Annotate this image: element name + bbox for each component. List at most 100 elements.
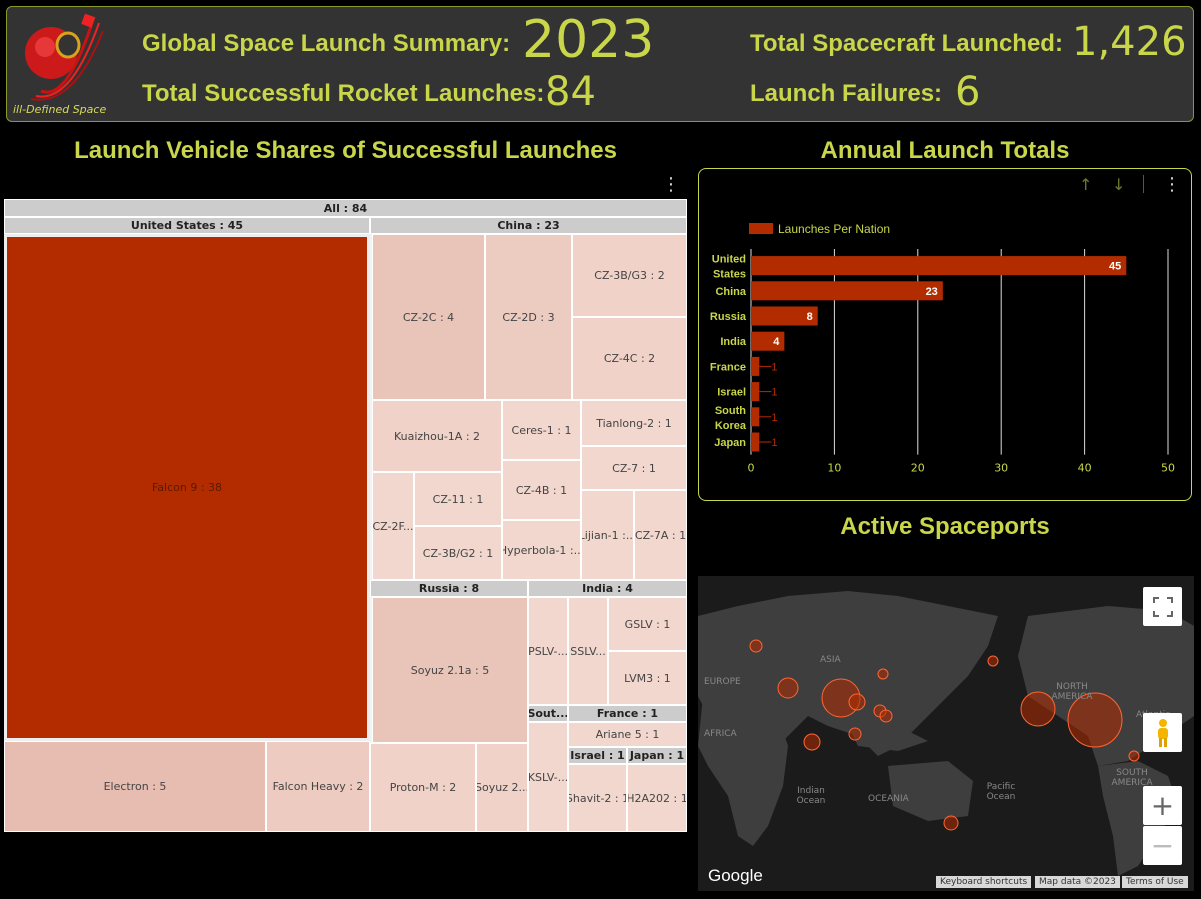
data-label: 1 bbox=[771, 412, 777, 424]
bar-israel bbox=[751, 382, 760, 402]
zoom-out-button[interactable]: − bbox=[1143, 826, 1182, 865]
label-europe: EUROPE bbox=[704, 677, 741, 687]
y-tick-label: South Korea bbox=[715, 405, 747, 432]
treemap-title: Launch Vehicle Shares of Successful Laun… bbox=[74, 137, 617, 164]
leaf-sslv[interactable]: SSLV... bbox=[568, 597, 608, 705]
leaf-pslv[interactable]: PSLV-... bbox=[528, 597, 568, 705]
terms-of-use-link[interactable]: Terms of Use bbox=[1122, 876, 1188, 888]
group-india[interactable]: India : 4 bbox=[528, 580, 687, 597]
summary-label: Global Space Launch Summary: bbox=[142, 30, 511, 57]
leaf-electron[interactable]: Electron : 5 bbox=[4, 741, 266, 832]
y-tick-label: Israel bbox=[717, 387, 746, 399]
spacecraft-label: Total Spacecraft Launched: bbox=[750, 30, 1063, 57]
x-tick-label: 30 bbox=[994, 462, 1008, 475]
failures-value: 6 bbox=[955, 69, 981, 115]
logo-text: ill-Defined Space bbox=[13, 103, 107, 116]
leaf-hyperbola-1[interactable]: Hyperbola-1 :... bbox=[502, 520, 581, 580]
leaf-falcon-heavy[interactable]: Falcon Heavy : 2 bbox=[266, 741, 370, 832]
treemap[interactable]: All : 84 United States : 45 Falcon 9 : 3… bbox=[4, 199, 687, 832]
leaf-proton-m[interactable]: Proton-M : 2 bbox=[370, 743, 476, 832]
data-label: 1 bbox=[771, 387, 777, 399]
label-indian-ocean: Indian Ocean bbox=[796, 786, 826, 806]
sort-down-icon[interactable]: ↓ bbox=[1112, 175, 1126, 194]
leaf-cz-2c[interactable]: CZ-2C : 4 bbox=[372, 234, 485, 400]
leaf-cz-7[interactable]: CZ-7 : 1 bbox=[581, 446, 687, 490]
y-tick-label: India bbox=[720, 336, 747, 348]
group-israel[interactable]: Israel : 1 bbox=[568, 747, 627, 764]
data-label: 1 bbox=[771, 361, 777, 373]
leaf-cz-3b-g3[interactable]: CZ-3B/G3 : 2 bbox=[572, 234, 687, 317]
leaf-cz-11[interactable]: CZ-11 : 1 bbox=[414, 472, 502, 526]
leaf-kuaizhou-1a[interactable]: Kuaizhou-1A : 2 bbox=[372, 400, 502, 472]
group-russia[interactable]: Russia : 8 bbox=[370, 580, 528, 597]
y-tick-label: China bbox=[715, 286, 746, 298]
group-united-states[interactable]: United States : 45 bbox=[4, 217, 370, 234]
logo: ill-Defined Space bbox=[11, 11, 111, 119]
treemap-menu-icon[interactable]: ⋮ bbox=[662, 174, 680, 195]
leaf-cz-4b[interactable]: CZ-4B : 1 bbox=[502, 460, 581, 520]
group-china[interactable]: China : 23 bbox=[370, 217, 687, 234]
data-label: 45 bbox=[1109, 261, 1121, 273]
label-oceania: OCEANIA bbox=[868, 794, 909, 804]
y-tick-label: United States bbox=[712, 254, 746, 281]
leaf-gslv[interactable]: GSLV : 1 bbox=[608, 597, 687, 651]
bar-india bbox=[751, 331, 785, 351]
leaf-falcon-9[interactable]: Falcon 9 : 38 bbox=[4, 234, 370, 741]
x-tick-label: 50 bbox=[1161, 462, 1175, 475]
y-tick-label: Russia bbox=[710, 311, 747, 323]
successful-value: 84 bbox=[545, 69, 596, 115]
label-north-america: NORTH AMERICA bbox=[1051, 682, 1093, 702]
rocket-logo-icon bbox=[25, 13, 104, 101]
successful-label: Total Successful Rocket Launches: bbox=[142, 80, 545, 107]
leaf-shavit-2[interactable]: Shavit-2 : 1 bbox=[568, 764, 627, 832]
keyboard-shortcuts-link[interactable]: Keyboard shortcuts bbox=[936, 876, 1032, 888]
legend-swatch bbox=[749, 223, 773, 234]
bar-chart-title: Annual Launch Totals bbox=[820, 137, 1070, 164]
fullscreen-icon bbox=[1152, 596, 1173, 617]
data-label: 1 bbox=[771, 437, 777, 449]
group-france[interactable]: France : 1 bbox=[568, 705, 687, 722]
treemap-root[interactable]: All : 84 bbox=[4, 199, 687, 217]
group-south-korea[interactable]: Sout... bbox=[528, 705, 568, 722]
leaf-h2a202[interactable]: H2A202 : 1 bbox=[627, 764, 687, 832]
leaf-soyuz-2b[interactable]: Soyuz 2... bbox=[476, 743, 528, 832]
bar-south-korea bbox=[751, 407, 760, 427]
label-south-america: SOUTH AMERICA bbox=[1111, 768, 1153, 788]
label-pacific-ocean: Pacific Ocean bbox=[986, 782, 1016, 802]
label-africa: AFRICA bbox=[704, 729, 737, 739]
street-view-button[interactable] bbox=[1143, 713, 1182, 752]
google-logo: Google bbox=[708, 866, 763, 885]
summary-header: ill-Defined Space Global Space Launch Su… bbox=[6, 6, 1194, 122]
bar-chart-menu-icon[interactable]: ⋮ bbox=[1163, 174, 1181, 195]
leaf-ariane-5[interactable]: Ariane 5 : 1 bbox=[568, 722, 687, 747]
leaf-cz-7a[interactable]: CZ-7A : 1 bbox=[634, 490, 687, 580]
leaf-kslv[interactable]: KSLV-... bbox=[528, 722, 568, 832]
leaf-tianlong-2[interactable]: Tianlong-2 : 1 bbox=[581, 400, 687, 446]
leaf-lijian-1[interactable]: Lijian-1 :... bbox=[581, 490, 634, 580]
y-tick-label: Japan bbox=[714, 437, 746, 449]
group-japan[interactable]: Japan : 1 bbox=[627, 747, 687, 764]
sort-up-icon[interactable]: ↑ bbox=[1079, 175, 1093, 194]
failures-label: Launch Failures: bbox=[750, 80, 943, 107]
toolbar-divider bbox=[1143, 175, 1144, 193]
leaf-cz-3b-g2[interactable]: CZ-3B/G2 : 1 bbox=[414, 526, 502, 580]
leaf-lvm3[interactable]: LVM3 : 1 bbox=[608, 651, 687, 705]
zoom-in-button[interactable]: + bbox=[1143, 786, 1182, 825]
leaf-ceres-1[interactable]: Ceres-1 : 1 bbox=[502, 400, 581, 460]
leaf-cz-2d[interactable]: CZ-2D : 3 bbox=[485, 234, 572, 400]
spaceport-map[interactable]: ASIA EUROPE AFRICA NORTH AMERICA SOUTH A… bbox=[698, 576, 1194, 891]
map-title: Active Spaceports bbox=[840, 513, 1050, 540]
leaf-cz-4c[interactable]: CZ-4C : 2 bbox=[572, 317, 687, 400]
bar-united-states bbox=[751, 256, 1127, 276]
data-label: 8 bbox=[807, 311, 813, 323]
spaceport-markers[interactable] bbox=[749, 639, 1140, 831]
bar-japan bbox=[751, 432, 760, 452]
x-tick-label: 0 bbox=[748, 462, 755, 475]
world-map bbox=[698, 591, 1194, 876]
y-tick-label: France bbox=[710, 361, 746, 373]
fullscreen-button[interactable] bbox=[1143, 587, 1182, 626]
x-tick-label: 10 bbox=[827, 462, 841, 475]
leaf-soyuz-2-1a[interactable]: Soyuz 2.1a : 5 bbox=[372, 597, 528, 743]
bar-france bbox=[751, 356, 760, 376]
leaf-cz-2f[interactable]: CZ-2F... bbox=[372, 472, 414, 580]
